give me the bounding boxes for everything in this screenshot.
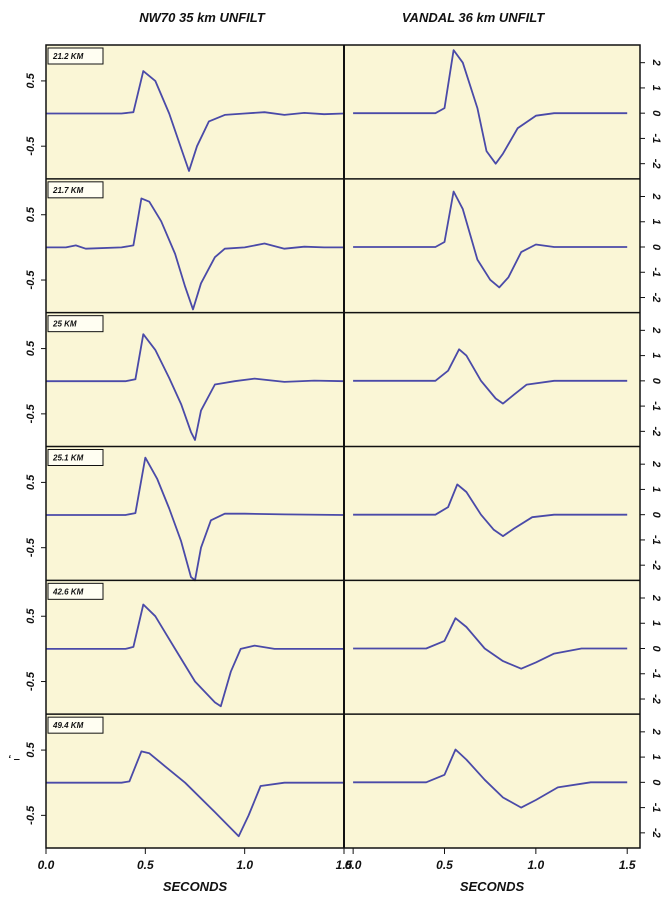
y-tick-label-right-5-1: 1 bbox=[650, 754, 662, 760]
y-tick-label-left-5-0: 0.5 bbox=[25, 742, 37, 758]
y-tick-label-right-5-4: -2 bbox=[650, 828, 662, 838]
distance-label-5: 49.4 KM bbox=[52, 721, 84, 730]
distance-label-3: 25.1 KM bbox=[52, 454, 84, 463]
distance-label-4: 42.6 KM bbox=[52, 587, 84, 596]
distance-label-box-4 bbox=[47, 582, 104, 600]
left-column-title: NW70 35 km UNFILT bbox=[139, 10, 266, 25]
y-tick-label-right-0-3: -1 bbox=[650, 134, 662, 144]
y-tick-label-right-3-1: 1 bbox=[650, 486, 662, 492]
y-tick-label-right-2-2: 0 bbox=[650, 378, 662, 385]
plot-area: 21.2 KM 0.5 -0.5 21.7 KM 0.5 -0.5 25 KM 0.5 -0.5… bbox=[25, 44, 662, 894]
y-tick-label-right-4-0: 2 bbox=[650, 594, 662, 601]
x-tick-label-1-1: 0.5 bbox=[436, 858, 453, 872]
trace-1-2 bbox=[353, 348, 628, 405]
right-column-title: VANDAL 36 km UNFILT bbox=[402, 10, 545, 25]
y-tick-label-right-1-4: -2 bbox=[650, 293, 662, 303]
distance-label-box-1 bbox=[47, 181, 104, 199]
y-tick-label-right-1-0: 2 bbox=[650, 192, 662, 199]
y-tick-label-right-5-0: 2 bbox=[650, 728, 662, 735]
x-tick-label-1-3: 1.5 bbox=[619, 858, 636, 872]
trace-1-5 bbox=[353, 748, 628, 809]
y-tick-label-right-4-1: 1 bbox=[650, 620, 662, 626]
trace-0-5 bbox=[46, 750, 344, 838]
x-axis-label-0: SECONDS bbox=[163, 879, 228, 894]
distance-label-1: 21.7 KM bbox=[52, 186, 84, 195]
y-tick-label-right-5-2: 0 bbox=[650, 779, 662, 786]
x-axis-label-1: SECONDS bbox=[460, 879, 525, 894]
y-tick-label-right-4-4: -2 bbox=[650, 694, 662, 704]
trace-0-3 bbox=[46, 456, 345, 582]
y-tick-label-left-1-0: 0.5 bbox=[25, 206, 37, 222]
y-tick-label-right-1-2: 0 bbox=[650, 244, 662, 251]
y-tick-label-right-3-2: 0 bbox=[650, 512, 662, 519]
y-tick-label-right-2-3: -1 bbox=[650, 401, 662, 411]
x-tick-label-1-0: 0.0 bbox=[345, 858, 362, 872]
trace-0-2 bbox=[46, 333, 345, 441]
y-tick-label-left-1-1: -0.5 bbox=[25, 270, 37, 290]
y-tick-label-right-0-2: 0 bbox=[650, 110, 662, 117]
y-tick-label-right-2-0: 2 bbox=[650, 326, 662, 333]
trace-1-0 bbox=[353, 49, 628, 165]
x-tick-label-1-2: 1.0 bbox=[528, 858, 545, 872]
y-tick-label-right-3-0: 2 bbox=[650, 460, 662, 467]
y-tick-label-left-3-0: 0.5 bbox=[25, 474, 37, 490]
y-tick-label-left-0-0: 0.5 bbox=[25, 72, 37, 88]
x-tick-label-0-1: 0.5 bbox=[137, 858, 154, 872]
y-tick-label-right-2-1: 1 bbox=[650, 353, 662, 359]
y-tick-label-left-2-0: 0.5 bbox=[25, 340, 37, 356]
y-tick-label-right-1-3: -1 bbox=[650, 267, 662, 277]
y-tick-label-right-0-0: 2 bbox=[650, 59, 662, 66]
y-tick-label-right-4-2: 0 bbox=[650, 645, 662, 652]
distance-label-box-3 bbox=[47, 449, 104, 466]
distance-label-box-5 bbox=[47, 716, 104, 734]
y-tick-label-right-0-4: -2 bbox=[650, 159, 662, 169]
distance-label-2: 25 KM bbox=[52, 320, 77, 329]
plot-frame bbox=[45, 44, 641, 849]
y-tick-label-right-2-4: -2 bbox=[650, 426, 662, 436]
y-tick-label-right-3-4: -2 bbox=[650, 560, 662, 570]
trace-0-0 bbox=[46, 70, 345, 172]
y-tick-label-right-3-3: -1 bbox=[650, 535, 662, 545]
distance-label-box-2 bbox=[47, 315, 104, 333]
y-tick-label-left-0-1: -0.5 bbox=[25, 136, 37, 156]
y-tick-label-right-1-1: 1 bbox=[650, 219, 662, 225]
x-tick-label-0-3: 1.5 bbox=[336, 858, 353, 872]
y-tick-label-left-2-1: -0.5 bbox=[25, 404, 37, 424]
distance-label-box-0 bbox=[47, 47, 104, 65]
x-tick-label-0-0: 0.0 bbox=[38, 858, 55, 872]
distance-label-0: 21.2 KM bbox=[52, 52, 84, 61]
y-tick-label-right-5-3: -1 bbox=[650, 803, 662, 813]
x-tick-label-0-2: 1.0 bbox=[236, 858, 253, 872]
trace-0-1 bbox=[46, 197, 344, 311]
trace-1-4 bbox=[353, 617, 628, 670]
stray-axis-mark: ʻ ‒ bbox=[8, 754, 21, 765]
trace-1-1 bbox=[353, 190, 628, 289]
trace-0-4 bbox=[46, 603, 344, 708]
trace-1-3 bbox=[353, 483, 628, 537]
y-tick-label-left-3-1: -0.5 bbox=[25, 537, 37, 557]
y-tick-label-right-4-3: -1 bbox=[650, 669, 662, 679]
y-tick-label-right-0-1: 1 bbox=[650, 85, 662, 91]
y-tick-label-left-5-1: -0.5 bbox=[25, 805, 37, 825]
y-tick-label-left-4-1: -0.5 bbox=[25, 671, 37, 691]
y-tick-label-left-4-0: 0.5 bbox=[25, 608, 37, 624]
